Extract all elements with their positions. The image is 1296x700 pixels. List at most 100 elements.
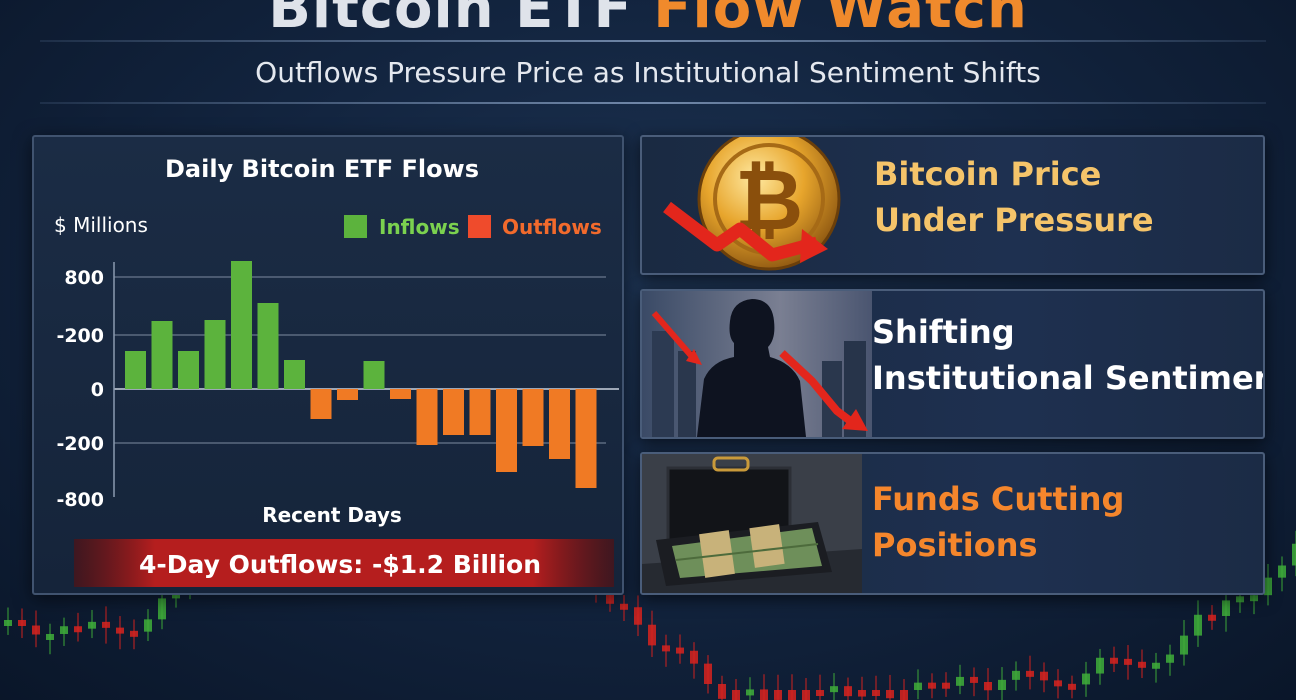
candle-body: [1222, 600, 1230, 616]
candle-body: [648, 624, 656, 646]
y-tick-label: -200: [56, 433, 104, 455]
candle-body: [620, 603, 628, 610]
candle-body: [788, 690, 796, 700]
candle-body: [1138, 661, 1146, 668]
funds-card: Funds Cutting Positions: [640, 452, 1265, 595]
inflow-bar: [257, 303, 279, 389]
legend-label-inflows: Inflows: [379, 215, 460, 239]
x-axis-label: Recent Days: [262, 503, 402, 527]
candle-body: [1180, 635, 1188, 655]
title-divider: [40, 40, 1266, 42]
page-subtitle: Outflows Pressure Price as Institutional…: [255, 56, 1041, 89]
outflow-bar: [496, 389, 517, 472]
candle-body: [802, 690, 810, 700]
y-axis-label: $ Millions: [54, 213, 148, 237]
candle-body: [928, 682, 936, 689]
candle-body: [634, 607, 642, 625]
subtitle-divider: [40, 102, 1266, 104]
card-2-line1: Shifting: [872, 313, 1015, 351]
legend-swatch-inflows: [344, 215, 367, 238]
inflow-bar: [151, 321, 173, 389]
sentiment-card: Shifting Institutional Sentiment: [640, 289, 1265, 439]
candle-body: [130, 630, 138, 637]
money-briefcase-icon: [642, 454, 862, 593]
candle-body: [606, 588, 614, 604]
legend-label-outflows: Outflows: [502, 215, 602, 239]
page-title-part1: Bitcoin ETF: [268, 0, 654, 41]
outflow-bar: [443, 389, 464, 435]
candle-body: [1208, 614, 1216, 621]
y-tick-label: -200: [56, 325, 104, 347]
flow-chart: Daily Bitcoin ETF Flows $ Millions Inflo…: [54, 155, 619, 587]
page-title: Bitcoin ETF Flow Watch: [0, 0, 1296, 41]
inflow-bar: [125, 351, 146, 389]
candle-body: [970, 676, 978, 683]
inflow-bar: [204, 320, 226, 389]
card-3-line1: Funds Cutting: [872, 480, 1125, 518]
candle-body: [1152, 662, 1160, 669]
candle-body: [816, 690, 824, 696]
candle-body: [1110, 657, 1118, 664]
candle-body: [704, 663, 712, 684]
card-1-line2: Under Pressure: [874, 201, 1154, 239]
card-2-line2: Institutional Sentiment: [872, 359, 1265, 397]
inflow-bar: [178, 351, 199, 389]
legend-swatch-outflows: [468, 215, 491, 238]
candle-body: [1068, 683, 1076, 690]
outflow-bar: [416, 389, 438, 445]
outflow-bar: [310, 389, 332, 419]
candle-body: [662, 645, 670, 652]
candle-body: [774, 690, 782, 700]
candle-body: [676, 647, 684, 654]
candle-body: [1124, 658, 1132, 665]
businessman-silhouette-icon: [642, 291, 872, 437]
candle-body: [1250, 595, 1258, 602]
candle-body: [718, 683, 726, 699]
flow-chart-panel: Daily Bitcoin ETF Flows $ Millions Inflo…: [32, 135, 624, 595]
outflow-banner: [74, 539, 614, 587]
bitcoin-price-card: ₿ Bitcoin Price Under Pressure: [640, 135, 1265, 275]
outflow-bar: [549, 389, 570, 459]
candle-body: [998, 679, 1006, 690]
candle-body: [102, 621, 110, 628]
candle-body: [1292, 543, 1296, 566]
candle-body: [74, 626, 82, 633]
candle-body: [900, 690, 908, 700]
candle-body: [1236, 596, 1244, 603]
candle-body: [1194, 614, 1202, 636]
page-title-part2: Flow Watch: [653, 0, 1028, 41]
candle-body: [60, 626, 68, 634]
candle-body: [144, 619, 152, 632]
candle-body: [158, 598, 166, 620]
y-tick-label: 800: [64, 267, 104, 289]
candle-body: [116, 627, 124, 634]
candle-body: [1012, 670, 1020, 680]
card-1-line1: Bitcoin Price: [874, 155, 1102, 193]
candle-body: [1082, 673, 1090, 685]
outflow-banner-text: 4-Day Outflows: -$1.2 Billion: [139, 550, 541, 579]
outflow-bar: [522, 389, 544, 446]
card-3-line2: Positions: [872, 526, 1038, 564]
inflow-bar: [284, 360, 305, 389]
y-tick-label: -800: [56, 489, 104, 511]
outflow-bar: [469, 389, 491, 435]
candle-body: [872, 690, 880, 696]
bitcoin-coin-icon: ₿: [663, 137, 841, 271]
candle-body: [844, 686, 852, 697]
candle-body: [32, 625, 40, 635]
candle-body: [4, 619, 12, 626]
candle-body: [1040, 671, 1048, 681]
candle-body: [1264, 577, 1272, 596]
candle-body: [830, 686, 838, 693]
candle-body: [1096, 657, 1104, 674]
inflow-bar: [231, 261, 252, 389]
candle-body: [858, 690, 866, 697]
candle-body: [1278, 565, 1286, 578]
candle-body: [914, 682, 922, 690]
inflow-bar: [363, 361, 385, 389]
candle-body: [942, 682, 950, 689]
candle-body: [956, 676, 964, 686]
sentiment-text: Shifting Institutional Sentiment: [872, 309, 1265, 401]
candle-body: [88, 621, 96, 629]
outflow-bar: [337, 389, 358, 400]
